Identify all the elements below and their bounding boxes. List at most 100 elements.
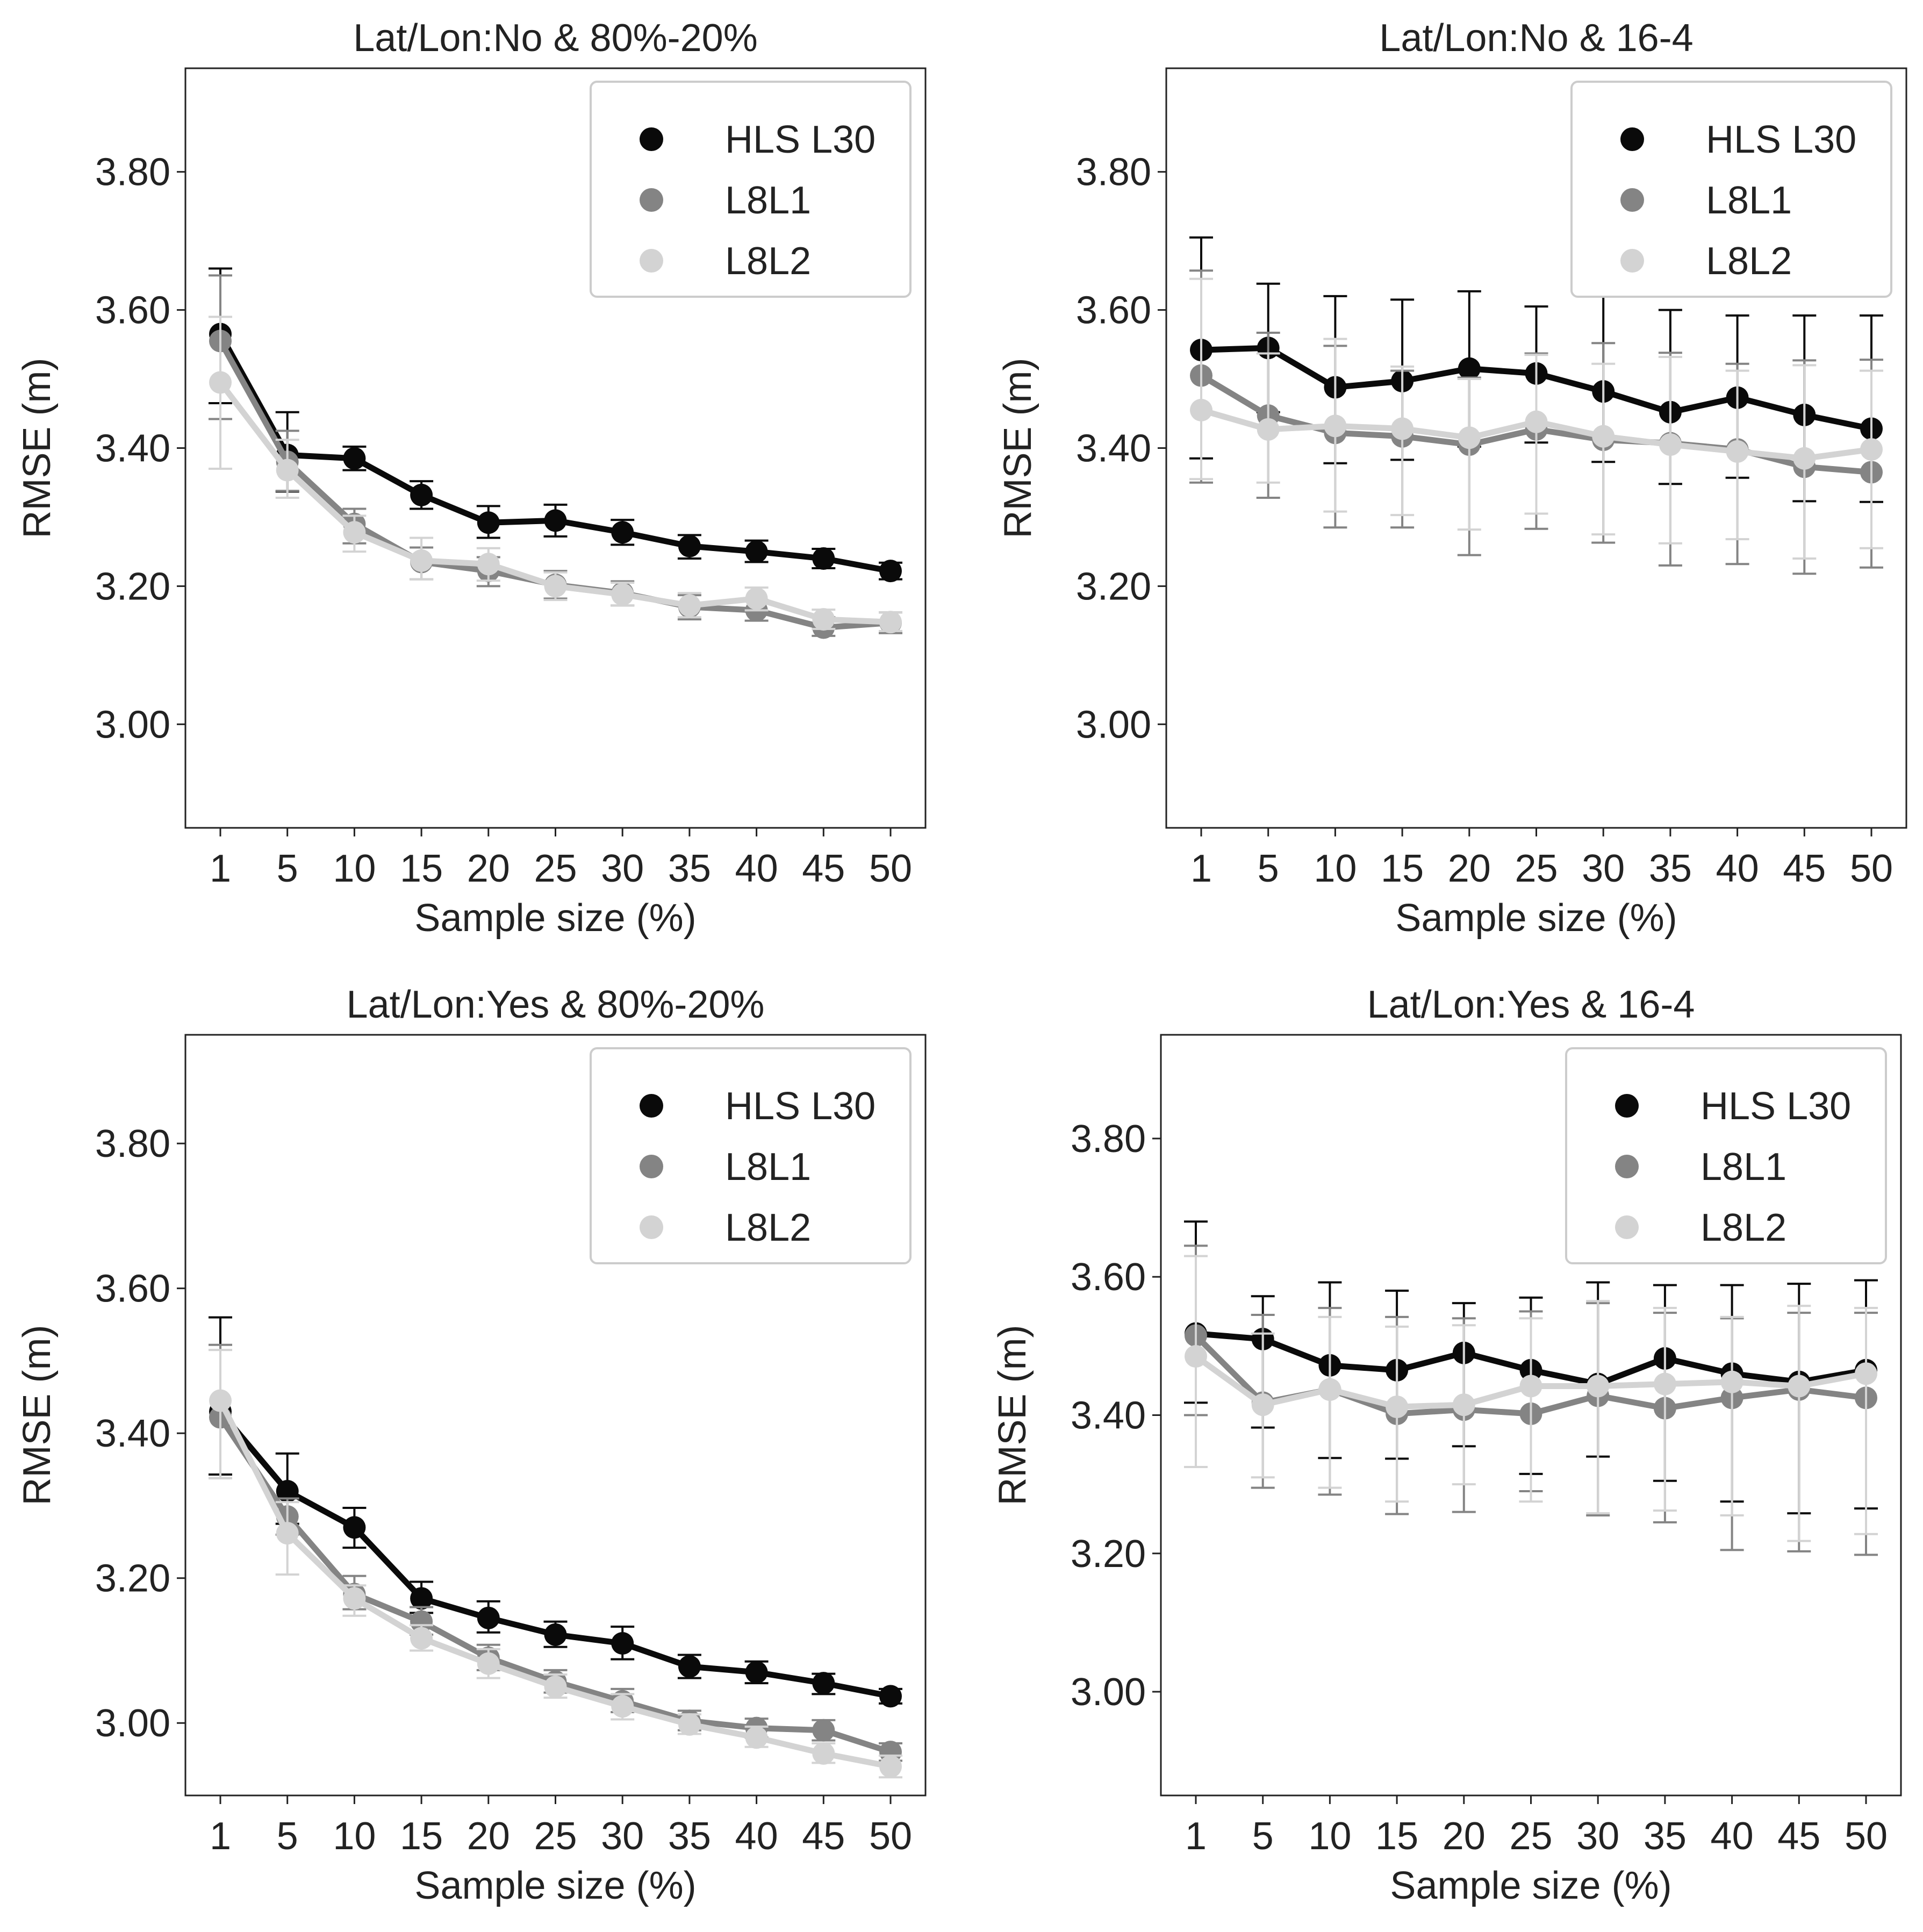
data-point — [879, 560, 902, 583]
data-point — [410, 1587, 433, 1610]
data-point — [611, 521, 634, 544]
series-line — [217, 1414, 894, 1755]
y-tick-label: 3.80 — [1071, 1118, 1146, 1161]
x-tick-label: 25 — [1509, 1815, 1552, 1858]
data-point — [276, 459, 299, 482]
data-point — [812, 608, 835, 631]
y-axis-label: RMSE (m) — [16, 1325, 59, 1506]
data-point — [276, 1480, 299, 1502]
data-point — [1855, 1362, 1877, 1385]
x-tick-label: 30 — [1582, 847, 1625, 890]
y-tick-label: 3.60 — [95, 289, 170, 332]
data-point — [678, 594, 701, 617]
y-tick-label: 3.60 — [95, 1268, 170, 1311]
data-point — [611, 1695, 634, 1718]
data-point — [745, 587, 768, 610]
series-l8l2 — [209, 1349, 902, 1779]
data-point — [477, 1606, 500, 1629]
legend-marker — [1615, 1094, 1639, 1118]
y-tick-label: 3.40 — [95, 1412, 170, 1455]
y-tick-label: 3.80 — [95, 151, 170, 194]
x-tick-label: 50 — [869, 847, 912, 890]
y-tick-label: 3.40 — [95, 427, 170, 470]
data-point — [544, 1675, 567, 1698]
chart-title: Lat/Lon:Yes & 80%-20% — [347, 983, 765, 1026]
legend-marker — [640, 1155, 663, 1178]
data-point — [477, 553, 500, 576]
y-tick-label: 3.40 — [1076, 427, 1151, 470]
data-point — [611, 1632, 634, 1655]
x-tick-label: 20 — [467, 1815, 510, 1858]
y-axis-label: RMSE (m) — [16, 358, 59, 539]
x-tick-label: 40 — [1711, 1815, 1754, 1858]
x-tick-label: 20 — [1443, 1815, 1486, 1858]
x-tick-label: 10 — [333, 847, 376, 890]
data-point — [276, 1522, 299, 1545]
x-tick-label: 15 — [400, 1815, 443, 1858]
legend-marker — [1620, 188, 1644, 212]
x-tick-label: 5 — [277, 847, 298, 890]
legend-label: HLS L30 — [725, 1085, 876, 1128]
data-point — [1251, 1393, 1274, 1416]
legend-label: HLS L30 — [1706, 118, 1856, 161]
y-tick-label: 3.00 — [95, 703, 170, 746]
data-point — [477, 1652, 500, 1675]
data-point — [678, 1713, 701, 1736]
legend-box — [1565, 1047, 1887, 1264]
legend-marker — [1615, 1155, 1639, 1178]
x-tick-label: 20 — [467, 847, 510, 890]
x-tick-label: 35 — [1644, 1815, 1687, 1858]
data-point — [745, 1661, 768, 1684]
data-point — [410, 549, 433, 572]
data-point — [1324, 414, 1347, 438]
x-tick-label: 40 — [1716, 847, 1759, 890]
data-point — [410, 1610, 433, 1633]
x-tick-label: 5 — [1258, 847, 1279, 890]
x-tick-label: 45 — [802, 1815, 845, 1858]
x-tick-label: 50 — [1845, 1815, 1888, 1858]
legend-box — [1570, 81, 1892, 298]
legend-marker — [640, 1215, 663, 1239]
series-l8l2 — [1189, 277, 1883, 560]
x-tick-label: 35 — [1649, 847, 1692, 890]
legend: HLS L30 L8L1 L8L2 — [590, 81, 912, 298]
data-point — [745, 540, 768, 563]
x-tick-label: 45 — [802, 847, 845, 890]
data-point — [343, 1587, 366, 1610]
data-point — [1185, 1345, 1207, 1368]
data-point — [343, 1516, 366, 1539]
x-tick-label: 30 — [601, 847, 644, 890]
data-point — [1653, 1372, 1676, 1396]
x-tick-label: 10 — [1308, 1815, 1351, 1858]
x-tick-label: 5 — [1252, 1815, 1274, 1858]
series-line — [217, 1398, 894, 1770]
x-tick-label: 15 — [1375, 1815, 1418, 1858]
data-point — [209, 371, 232, 394]
data-point — [477, 511, 500, 534]
data-point — [1452, 1393, 1475, 1416]
x-tick-label: 20 — [1448, 847, 1491, 890]
chart-panel-2: Lat/Lon:No & 16-43.003.203.403.603.801 5 1… — [996, 17, 1907, 940]
data-point — [1458, 357, 1481, 380]
data-point — [678, 534, 701, 557]
legend-box — [590, 1047, 912, 1264]
y-tick-label: 3.00 — [95, 1702, 170, 1745]
data-point — [812, 1742, 835, 1765]
data-point — [1458, 426, 1481, 449]
data-point — [544, 1623, 567, 1646]
chart-panel-1: Lat/Lon:No & 80%-20% 3.00 3.20 3.40 3.60 3.80… — [16, 17, 927, 940]
y-tick-label: 3.80 — [1076, 151, 1151, 194]
data-point — [812, 547, 835, 570]
data-point — [1391, 417, 1414, 440]
y-axis-label: RMSE (m) — [996, 358, 1039, 539]
x-tick-label: 45 — [1777, 1815, 1820, 1858]
x-tick-label: 35 — [668, 847, 711, 890]
legend-label: HLS L30 — [1700, 1085, 1851, 1128]
data-point — [1190, 398, 1212, 421]
legend-marker — [1620, 127, 1644, 151]
data-point — [1788, 1375, 1811, 1398]
data-point — [1519, 1375, 1542, 1398]
data-point — [1860, 438, 1883, 461]
y-tick-label: 3.60 — [1071, 1256, 1146, 1299]
